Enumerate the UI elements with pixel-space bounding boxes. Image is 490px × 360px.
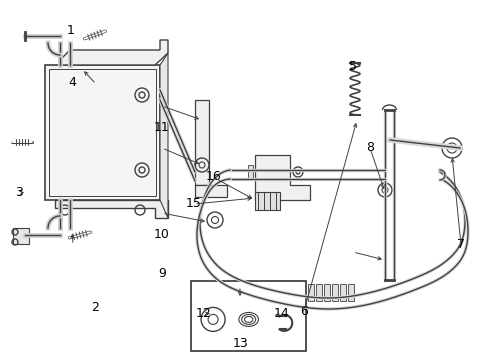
Polygon shape [195,185,227,197]
Text: 4: 4 [69,76,76,89]
Bar [255,192,280,210]
Text: 10: 10 [154,228,170,240]
Text: 5: 5 [349,60,357,73]
Bar [45,65,160,200]
Bar [316,284,322,301]
Text: 6: 6 [300,305,308,318]
Text: 9: 9 [158,267,166,280]
Bar [348,284,354,301]
Polygon shape [160,53,168,218]
Bar [49,69,156,196]
Text: 1: 1 [67,24,75,37]
Bar [340,284,346,301]
Text: 2: 2 [92,301,99,314]
Text: 16: 16 [205,170,221,183]
Text: 8: 8 [366,141,374,154]
Bar [308,284,314,301]
Text: 15: 15 [186,197,201,210]
Bar [248,165,253,179]
Text: 14: 14 [274,307,290,320]
Bar [262,165,267,179]
Text: 13: 13 [232,337,248,350]
Bar [332,284,338,301]
Bar [283,165,288,179]
Text: 3: 3 [15,186,23,199]
Text: 12: 12 [196,307,211,320]
Polygon shape [55,200,168,218]
Polygon shape [255,155,310,200]
Bar [276,165,281,179]
Text: 7: 7 [457,238,465,251]
Bar [195,100,209,185]
Bar [269,165,274,179]
Text: 11: 11 [154,121,170,134]
Bar [13,228,29,244]
Polygon shape [60,40,168,65]
Bar [255,165,260,179]
Bar [324,284,330,301]
Bar [191,281,306,351]
